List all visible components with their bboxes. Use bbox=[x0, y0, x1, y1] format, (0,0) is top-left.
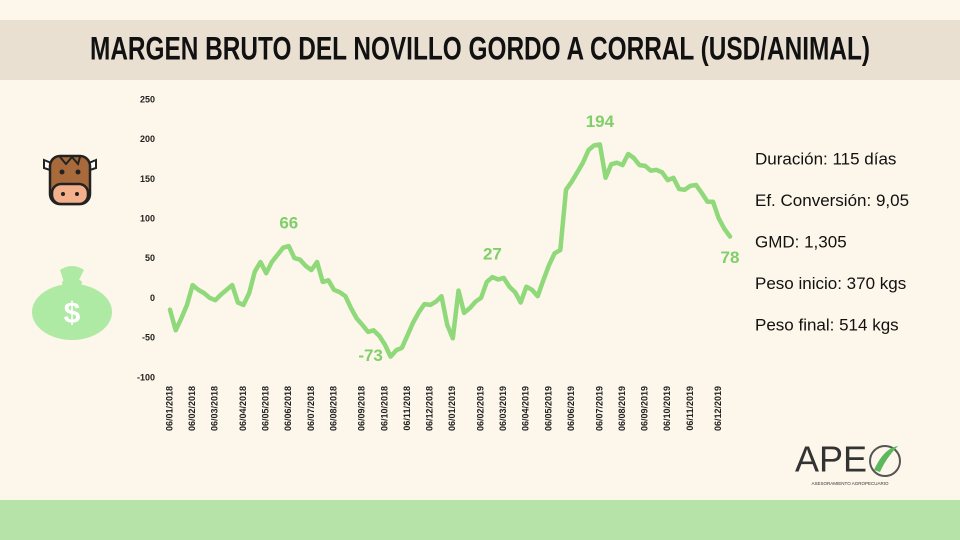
info-line: Duración: 115 días bbox=[755, 149, 896, 168]
x-tick-label: 06/08/2019 bbox=[617, 386, 627, 431]
y-tick-label: -50 bbox=[142, 333, 155, 343]
x-tick-label: 06/02/2019 bbox=[475, 386, 485, 431]
y-tick-label: 150 bbox=[140, 174, 155, 184]
data-label: 194 bbox=[586, 112, 615, 131]
y-tick-label: -100 bbox=[137, 372, 155, 382]
data-label: 66 bbox=[279, 214, 298, 233]
y-tick-label: 0 bbox=[150, 293, 155, 303]
y-tick-label: 100 bbox=[140, 214, 155, 224]
data-label: -73 bbox=[358, 346, 383, 365]
x-tick-label: 06/12/2018 bbox=[425, 386, 435, 431]
info-line: Peso final: 514 kgs bbox=[755, 315, 899, 334]
x-tick-label: 06/03/2019 bbox=[498, 386, 508, 431]
info-line: Peso inicio: 370 kgs bbox=[755, 274, 906, 293]
x-tick-label: 06/06/2019 bbox=[566, 386, 576, 431]
chart-title: MARGEN BRUTO DEL NOVILLO GORDO A CORRAL … bbox=[90, 30, 870, 66]
x-tick-label: 06/04/2019 bbox=[521, 386, 531, 431]
x-tick-label: 06/12/2019 bbox=[713, 386, 723, 431]
y-tick-label: 50 bbox=[145, 253, 155, 263]
x-tick-label: 06/05/2019 bbox=[543, 386, 553, 431]
x-tick-label: 06/01/2018 bbox=[164, 386, 174, 431]
svg-text:$: $ bbox=[64, 297, 81, 330]
info-line: GMD: 1,305 bbox=[755, 232, 847, 251]
x-tick-label: 06/10/2019 bbox=[662, 386, 672, 431]
x-tick-label: 06/05/2018 bbox=[261, 386, 271, 431]
x-tick-label: 06/07/2018 bbox=[306, 386, 316, 431]
x-tick-label: 06/07/2019 bbox=[594, 386, 604, 431]
title-bar bbox=[0, 20, 960, 80]
x-tick-label: 06/06/2018 bbox=[283, 386, 293, 431]
x-tick-label: 06/03/2018 bbox=[210, 386, 220, 431]
info-line: Ef. Conversión: 9,05 bbox=[755, 191, 909, 210]
x-tick-label: 06/09/2019 bbox=[640, 386, 650, 431]
cow-icon bbox=[43, 154, 97, 206]
x-tick-label: 06/11/2018 bbox=[402, 386, 412, 431]
y-tick-label: 250 bbox=[140, 94, 155, 104]
x-tick-label: 06/11/2019 bbox=[685, 386, 695, 431]
money-bag-icon: $ bbox=[32, 266, 112, 340]
logo: APE ASESORAMIENTO AGROPECUARIO bbox=[795, 439, 901, 486]
data-label: 27 bbox=[483, 245, 502, 264]
x-tick-label: 06/02/2018 bbox=[187, 386, 197, 431]
logo-name: APE bbox=[795, 439, 867, 480]
footer-band bbox=[0, 500, 960, 540]
data-label: 78 bbox=[721, 248, 740, 267]
y-tick-label: 200 bbox=[140, 134, 155, 144]
x-tick-label: 06/09/2018 bbox=[357, 386, 367, 431]
x-tick-label: 06/04/2018 bbox=[238, 386, 248, 431]
x-tick-label: 06/01/2019 bbox=[447, 386, 457, 431]
x-tick-label: 06/10/2018 bbox=[379, 386, 389, 431]
x-tick-label: 06/08/2018 bbox=[328, 386, 338, 431]
line bbox=[167, 142, 733, 359]
logo-tagline: ASESORAMIENTO AGROPECUARIO bbox=[812, 481, 889, 486]
